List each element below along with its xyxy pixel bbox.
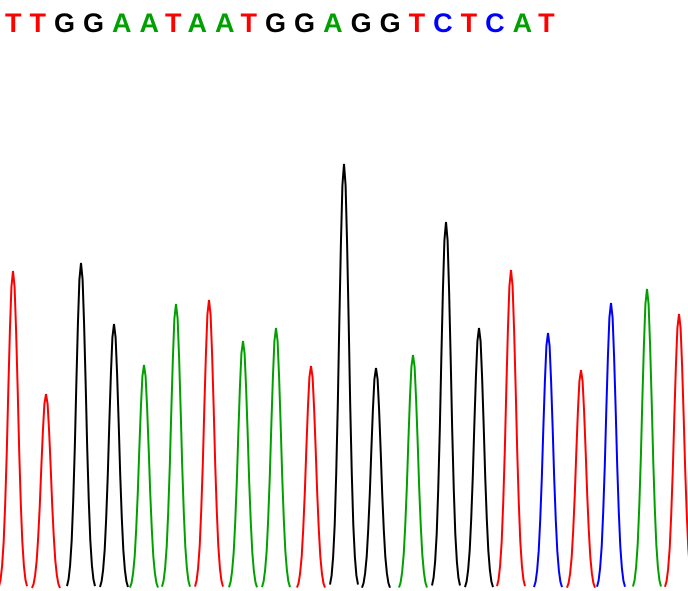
base-letter-C: C — [485, 8, 513, 38]
trace-peak-T — [567, 370, 595, 588]
trace-peak-T — [32, 394, 60, 588]
base-letter-A: A — [513, 8, 539, 38]
base-letter-A: A — [140, 8, 166, 38]
trace-peak-G — [362, 368, 390, 588]
trace-peak-A — [399, 355, 427, 588]
base-letter-G: G — [294, 8, 323, 38]
base-letter-T: T — [461, 8, 486, 38]
trace-peak-T — [297, 366, 325, 588]
base-letter-A: A — [215, 8, 241, 38]
base-letter-T: T — [165, 8, 188, 38]
trace-peak-A — [162, 304, 190, 587]
base-letter-T: T — [30, 8, 55, 38]
base-letter-A: A — [188, 8, 216, 38]
base-letter-G: G — [380, 8, 409, 38]
base-letter-G: G — [83, 8, 112, 38]
trace-peak-G — [67, 263, 95, 586]
trace-peak-G — [465, 328, 493, 587]
trace-peak-T — [497, 270, 525, 586]
trace-peak-C — [597, 303, 625, 587]
base-letter-G: G — [54, 8, 83, 38]
base-letter-T: T — [409, 8, 434, 38]
trace-peak-C — [534, 333, 562, 587]
trace-peak-T — [0, 271, 27, 586]
base-letter-T: T — [538, 8, 563, 38]
base-letter-T: T — [5, 8, 30, 38]
trace-peak-A — [130, 365, 158, 588]
trace-peak-G — [432, 222, 460, 586]
base-letter-T: T — [241, 8, 266, 38]
base-letter-G: G — [265, 8, 294, 38]
trace-peak-G — [330, 164, 358, 585]
trace-peak-A — [633, 289, 661, 587]
chromatogram-plot — [0, 70, 688, 591]
trace-peak-G — [100, 324, 128, 587]
base-letter-A: A — [112, 8, 140, 38]
sequence-text: TTGGAATAATGGAGGTCTCAT — [5, 8, 563, 39]
trace-peak-T — [665, 314, 688, 587]
trace-peak-A — [262, 328, 290, 587]
base-letter-C: C — [433, 8, 461, 38]
base-letter-A: A — [323, 8, 351, 38]
trace-peak-T — [195, 300, 223, 587]
base-letter-G: G — [351, 8, 380, 38]
trace-peak-A — [229, 341, 257, 587]
